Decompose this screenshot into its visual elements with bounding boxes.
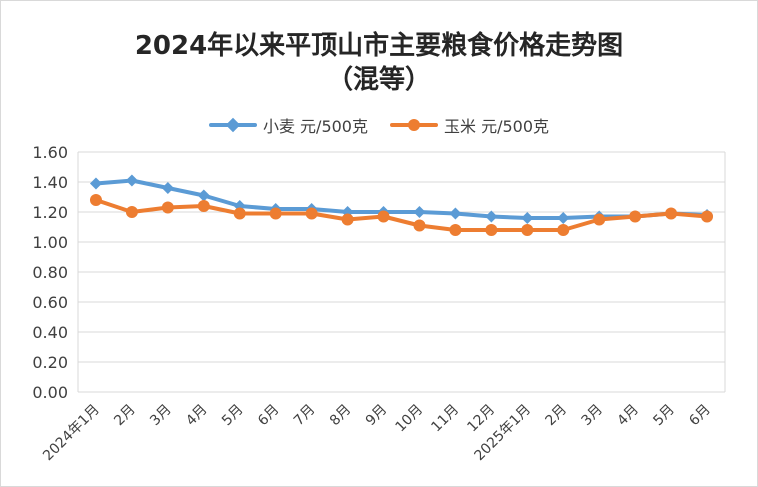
data-point-corn (593, 213, 606, 226)
y-tick-label: 1.00 (32, 233, 68, 252)
y-tick-label: 1.60 (32, 143, 68, 162)
y-tick-label: 0.00 (32, 383, 68, 402)
data-point-corn (341, 213, 354, 226)
x-tick-label: 10月 (392, 402, 426, 436)
chart-title: 2024年以来平顶山市主要粮食价格走势图 （混等） (1, 29, 757, 97)
x-tick-label: 5月 (219, 402, 247, 430)
data-point-wheat (485, 210, 498, 223)
data-point-corn (557, 224, 570, 236)
x-tick-label: 6月 (686, 402, 714, 430)
x-tick-label: 3月 (579, 402, 607, 430)
data-point-corn (377, 210, 390, 223)
y-tick-label: 0.20 (32, 353, 68, 372)
data-point-corn (89, 194, 102, 206)
x-tick-label: 2024年1月 (40, 402, 103, 465)
data-point-wheat (413, 206, 426, 218)
x-tick-label: 8月 (327, 402, 355, 430)
legend-marker-wheat (208, 117, 257, 133)
y-tick-label: 0.60 (32, 293, 68, 312)
data-point-corn (269, 207, 282, 220)
y-tick-label: 0.80 (32, 263, 68, 282)
data-point-wheat (197, 189, 210, 202)
data-point-wheat (521, 212, 534, 224)
legend-item-wheat: 小麦 元/500克 (208, 113, 368, 137)
chart-title-main: 2024年以来平顶山市主要粮食价格走势图 (134, 31, 624, 61)
data-point-wheat (125, 174, 138, 187)
x-tick-label: 7月 (291, 402, 319, 430)
legend-item-corn: 玉米 元/500克 (390, 113, 549, 137)
data-point-wheat (89, 177, 102, 190)
data-point-wheat (557, 212, 570, 224)
data-point-corn (521, 224, 534, 236)
data-point-corn (665, 207, 678, 220)
x-tick-label: 4月 (183, 402, 211, 430)
legend-label-wheat: 小麦 元/500克 (262, 117, 368, 136)
x-tick-label: 2月 (111, 402, 139, 430)
data-point-wheat (449, 207, 462, 220)
data-point-corn (197, 200, 210, 212)
data-point-corn (413, 219, 426, 232)
x-tick-label: 4月 (614, 402, 642, 430)
data-point-corn (233, 207, 246, 220)
y-tick-label: 0.40 (32, 323, 68, 342)
x-tick-label: 11月 (428, 402, 462, 436)
data-point-corn (701, 210, 714, 223)
y-tick-label: 1.20 (32, 203, 68, 222)
data-point-corn (161, 201, 174, 214)
x-tick-label: 2月 (543, 402, 571, 430)
legend-marker-corn (390, 118, 438, 132)
x-tick-label: 3月 (147, 402, 175, 430)
chart-title-sub: （混等） (326, 65, 431, 95)
data-point-corn (125, 206, 138, 218)
data-point-corn (629, 210, 642, 223)
data-point-wheat (161, 182, 174, 194)
data-point-corn (485, 224, 498, 236)
chart-legend: 小麦 元/500克 玉米 元/500克 (1, 113, 757, 137)
y-tick-label: 1.40 (32, 173, 68, 192)
x-tick-label: 5月 (650, 402, 678, 430)
data-point-corn (449, 224, 462, 236)
data-point-corn (305, 207, 318, 220)
legend-label-corn: 玉米 元/500克 (444, 117, 550, 136)
x-tick-label: 9月 (363, 402, 391, 430)
x-tick-label: 6月 (255, 402, 283, 430)
